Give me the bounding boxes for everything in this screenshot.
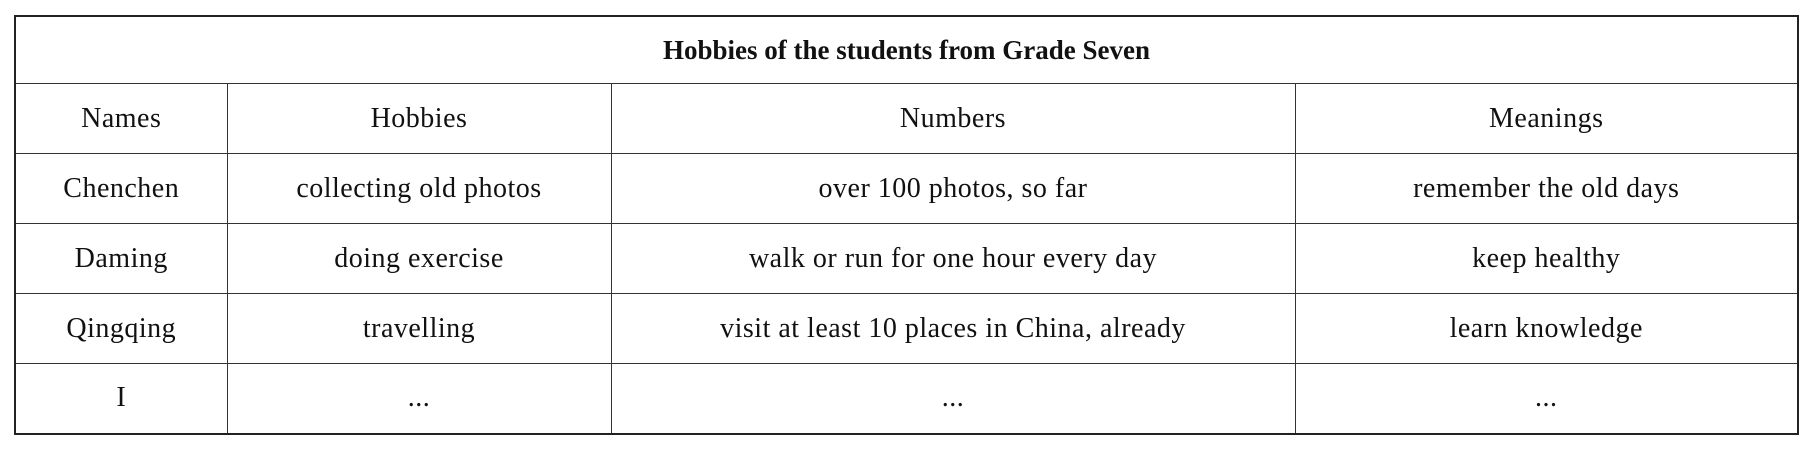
cell-hobby: travelling	[226, 293, 612, 364]
cell-meaning: ...	[1294, 363, 1799, 434]
cell-meaning: remember the old days	[1294, 153, 1799, 224]
cell-number: walk or run for one hour every day	[610, 223, 1296, 294]
header-meanings: Meanings	[1294, 83, 1799, 154]
header-names: Names	[14, 83, 228, 154]
cell-hobby: ...	[226, 363, 612, 434]
table-row: Chenchen collecting old photos over 100 …	[14, 153, 1799, 224]
cell-name: Qingqing	[14, 293, 228, 364]
hobbies-table: Hobbies of the students from Grade Seven…	[14, 15, 1799, 435]
table-row: Qingqing travelling visit at least 10 pl…	[14, 293, 1799, 364]
cell-name: Daming	[14, 223, 228, 294]
cell-number: visit at least 10 places in China, alrea…	[610, 293, 1296, 364]
cell-hobby: collecting old photos	[226, 153, 612, 224]
table-row: I ... ... ...	[14, 363, 1799, 434]
cell-name: I	[14, 363, 228, 434]
cell-number: ...	[610, 363, 1296, 434]
cell-meaning: keep healthy	[1294, 223, 1799, 294]
cell-number: over 100 photos, so far	[610, 153, 1296, 224]
cell-hobby: doing exercise	[226, 223, 612, 294]
table-row: Daming doing exercise walk or run for on…	[14, 223, 1799, 294]
table-title: Hobbies of the students from Grade Seven	[14, 15, 1799, 84]
header-hobbies: Hobbies	[226, 83, 612, 154]
cell-name: Chenchen	[14, 153, 228, 224]
header-row: Names Hobbies Numbers Meanings	[14, 83, 1799, 154]
cell-meaning: learn knowledge	[1294, 293, 1799, 364]
header-numbers: Numbers	[610, 83, 1296, 154]
